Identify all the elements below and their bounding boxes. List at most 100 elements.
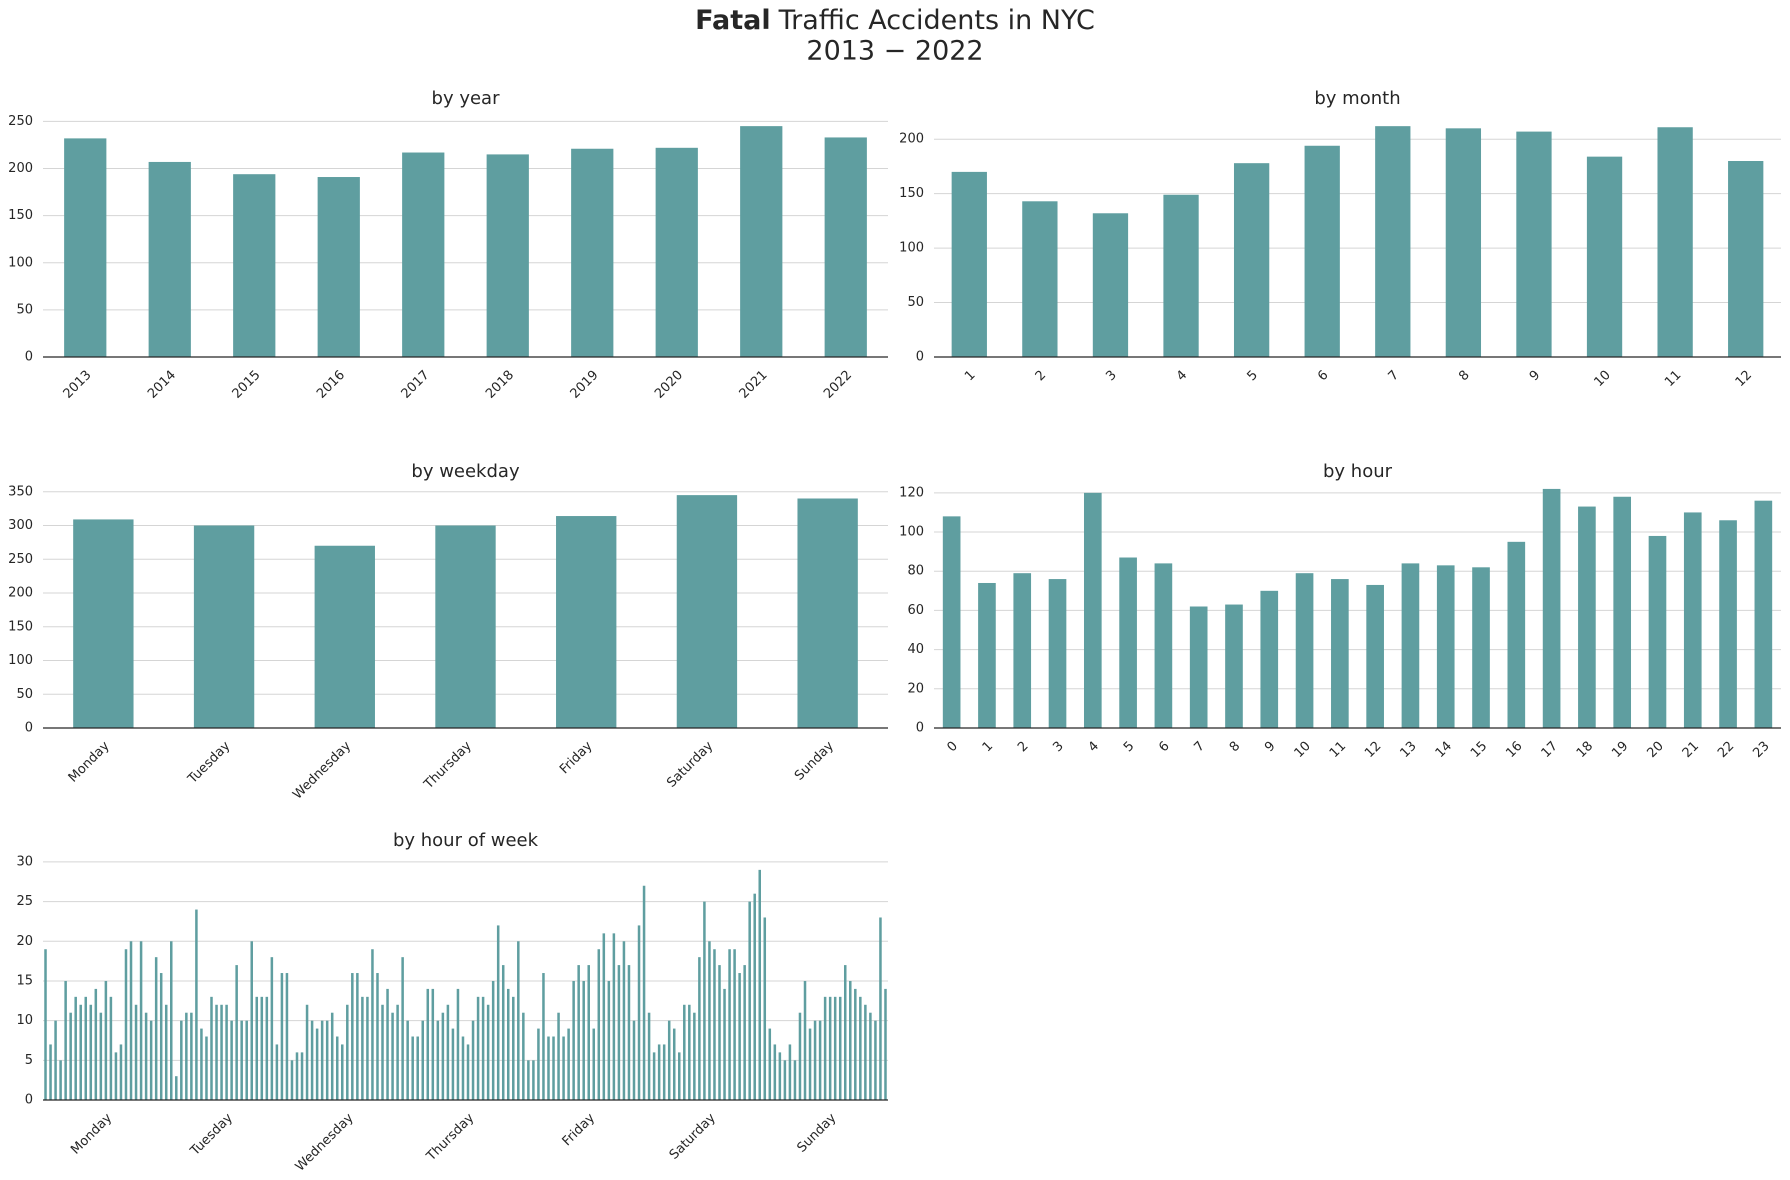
bar xyxy=(421,1020,425,1100)
x-tick-label: 2019 xyxy=(568,368,602,402)
bar xyxy=(1507,541,1526,728)
bar xyxy=(451,1028,455,1100)
x-tick-label: Wednesday xyxy=(293,1110,357,1174)
bar xyxy=(124,949,128,1100)
suptitle-bold: Fatal xyxy=(695,5,770,36)
bar xyxy=(371,949,374,1100)
bar xyxy=(431,988,435,1100)
y-tick-label: 40 xyxy=(907,642,924,657)
bar xyxy=(200,1028,203,1100)
x-tick-label: Friday xyxy=(557,738,596,777)
bar xyxy=(180,1020,183,1100)
bar xyxy=(402,152,445,357)
y-tick-label: 200 xyxy=(899,132,924,147)
x-tick-label: 2017 xyxy=(399,368,433,402)
y-tick-label: 0 xyxy=(916,721,924,736)
bar xyxy=(657,1044,661,1100)
bar xyxy=(1092,213,1129,357)
bar xyxy=(159,973,163,1100)
x-tick-label: Monday xyxy=(66,738,113,785)
y-tick-label: 15 xyxy=(16,973,33,988)
subplot-title: by month xyxy=(1314,88,1400,109)
y-tick-label: 100 xyxy=(8,653,33,668)
bar xyxy=(582,980,585,1100)
bar xyxy=(1331,579,1349,728)
bar xyxy=(808,1028,812,1100)
subplot-title: by hour xyxy=(1323,461,1393,482)
bar xyxy=(676,495,738,728)
bar xyxy=(942,516,961,728)
bar xyxy=(1728,161,1764,357)
bar xyxy=(74,996,77,1100)
bar xyxy=(114,1052,118,1100)
bar xyxy=(1189,606,1208,728)
bar xyxy=(587,965,590,1100)
bar xyxy=(64,138,107,357)
bar xyxy=(305,1004,309,1100)
bar xyxy=(833,996,837,1100)
bar xyxy=(335,1036,339,1100)
x-tick-label: 6 xyxy=(1315,368,1331,384)
bar xyxy=(320,1020,324,1100)
bar xyxy=(753,893,756,1100)
x-tick-label: Thursday xyxy=(421,738,475,792)
x-tick-label: 2021 xyxy=(737,368,771,402)
bar xyxy=(838,996,842,1100)
bar xyxy=(1295,573,1314,728)
bar xyxy=(391,1012,394,1100)
y-tick-label: 100 xyxy=(8,255,33,270)
bar xyxy=(738,973,741,1100)
bar xyxy=(195,909,198,1100)
bar xyxy=(562,1036,565,1100)
bar xyxy=(285,973,289,1100)
x-tick-label: 23 xyxy=(1750,739,1772,761)
x-tick-label: 18 xyxy=(1574,739,1596,761)
x-tick-label: 5 xyxy=(1244,368,1260,384)
bar xyxy=(874,1020,877,1100)
x-tick-label: 12 xyxy=(1733,368,1755,390)
y-tick-label: 60 xyxy=(907,603,924,618)
bar xyxy=(245,1020,248,1100)
bar xyxy=(461,1036,465,1100)
bar xyxy=(456,988,460,1100)
bar xyxy=(532,1060,535,1100)
bar xyxy=(612,933,616,1100)
bar xyxy=(1472,567,1490,728)
bar xyxy=(411,1036,414,1100)
y-tick-label: 50 xyxy=(16,687,33,702)
bar xyxy=(164,1004,168,1100)
bar xyxy=(280,973,284,1100)
bar xyxy=(401,957,404,1100)
bar xyxy=(330,1012,334,1100)
x-tick-label: 1 xyxy=(962,368,978,384)
bar xyxy=(466,1044,470,1100)
bar xyxy=(486,154,529,357)
bar xyxy=(602,933,606,1100)
bar xyxy=(426,988,430,1100)
bar xyxy=(144,1012,148,1100)
bar xyxy=(230,1020,233,1100)
bar xyxy=(310,1020,314,1100)
x-tick-label: 8 xyxy=(1227,739,1243,755)
bar xyxy=(859,996,862,1100)
bar xyxy=(175,1076,178,1100)
bar xyxy=(1375,126,1411,358)
bar xyxy=(617,965,621,1100)
bar xyxy=(740,126,783,357)
x-tick-label: 11 xyxy=(1662,368,1684,390)
bar xyxy=(577,965,580,1100)
x-tick-label: 13 xyxy=(1397,739,1419,761)
bar xyxy=(1233,163,1270,357)
x-tick-label: 1 xyxy=(980,739,996,755)
bar xyxy=(436,1020,440,1100)
bar xyxy=(104,980,108,1100)
bar xyxy=(698,957,701,1100)
bar xyxy=(713,949,716,1100)
bar xyxy=(951,171,987,357)
x-tick-label: 11 xyxy=(1327,739,1349,761)
bar xyxy=(49,1044,52,1100)
bar xyxy=(843,965,847,1100)
bar xyxy=(667,1020,671,1100)
y-tick-label: 0 xyxy=(25,350,33,365)
